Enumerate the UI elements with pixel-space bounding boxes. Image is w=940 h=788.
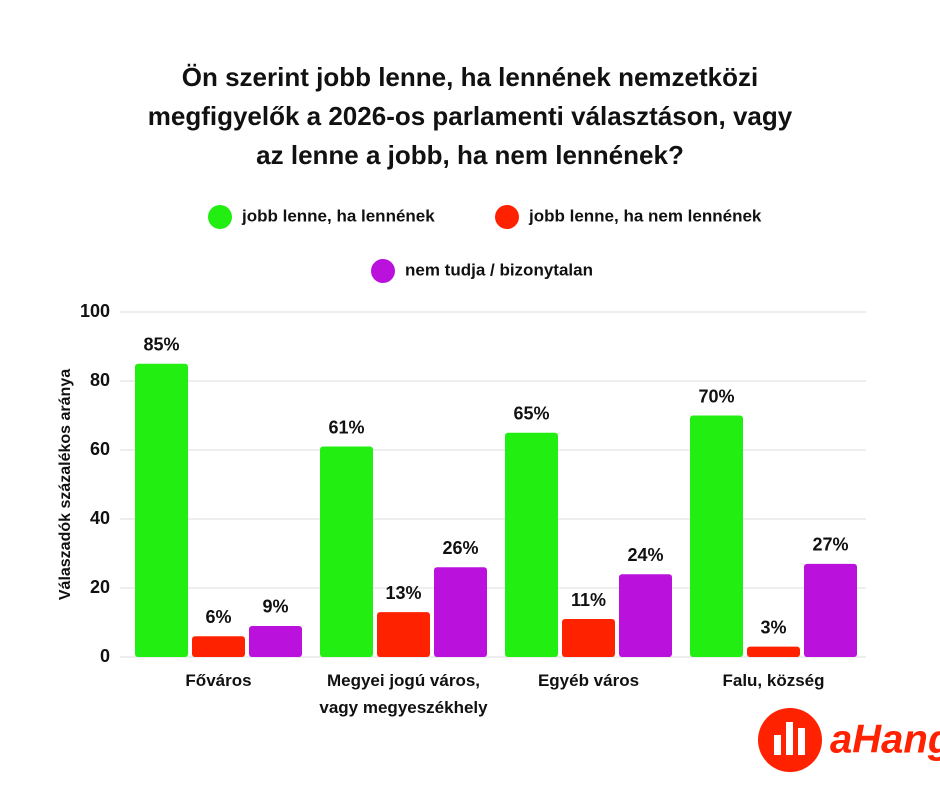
value-label: 61%	[328, 417, 364, 437]
value-label: 26%	[442, 538, 478, 558]
x-tick-label: Falu, község	[722, 671, 825, 690]
bar	[249, 625, 302, 657]
logo-bar	[774, 735, 781, 755]
bar	[690, 415, 743, 657]
logo-text: aHang	[830, 718, 940, 762]
y-tick-label: 20	[90, 577, 110, 597]
y-tick-label: 80	[90, 370, 110, 390]
legend-label: jobb lenne, ha lennének	[241, 206, 435, 225]
value-label: 24%	[627, 545, 663, 565]
bar	[505, 432, 558, 657]
value-label: 9%	[262, 597, 288, 617]
value-label: 11%	[571, 590, 606, 610]
bar	[747, 646, 800, 657]
value-label: 85%	[143, 335, 179, 355]
y-tick-label: 40	[90, 508, 110, 528]
legend-swatch	[495, 205, 519, 229]
value-label: 65%	[513, 404, 549, 424]
x-tick-label: Egyéb város	[537, 671, 640, 690]
logo-bar	[798, 728, 805, 755]
y-tick-label: 100	[80, 301, 110, 321]
x-tick-label: Főváros	[185, 671, 252, 690]
x-tick-label: Megyei jogú város, vagy megyeszékhely	[319, 671, 488, 717]
bar	[804, 563, 857, 657]
bar	[135, 363, 188, 657]
chart-title: Ön szerint jobb lenne, ha lennének nemze…	[147, 62, 793, 170]
legend-label: nem tudja / bizonytalan	[405, 260, 593, 279]
legend-swatch	[208, 205, 232, 229]
value-label: 13%	[385, 583, 421, 603]
y-axis-label: Válaszadók százalékos aránya	[57, 369, 74, 600]
value-label: 70%	[698, 386, 734, 406]
value-label: 3%	[760, 617, 786, 637]
legend-label: jobb lenne, ha nem lennének	[528, 206, 762, 225]
bar	[434, 567, 487, 657]
logo-bar	[786, 722, 793, 755]
bar	[619, 574, 672, 657]
bar	[320, 446, 373, 657]
bar	[192, 636, 245, 657]
logo-icon	[758, 708, 822, 772]
legend-swatch	[371, 259, 395, 283]
value-label: 27%	[812, 535, 848, 555]
bar	[562, 619, 615, 657]
y-tick-label: 0	[100, 646, 110, 666]
y-tick-label: 60	[90, 439, 110, 459]
value-label: 6%	[205, 607, 231, 627]
bar	[377, 612, 430, 657]
